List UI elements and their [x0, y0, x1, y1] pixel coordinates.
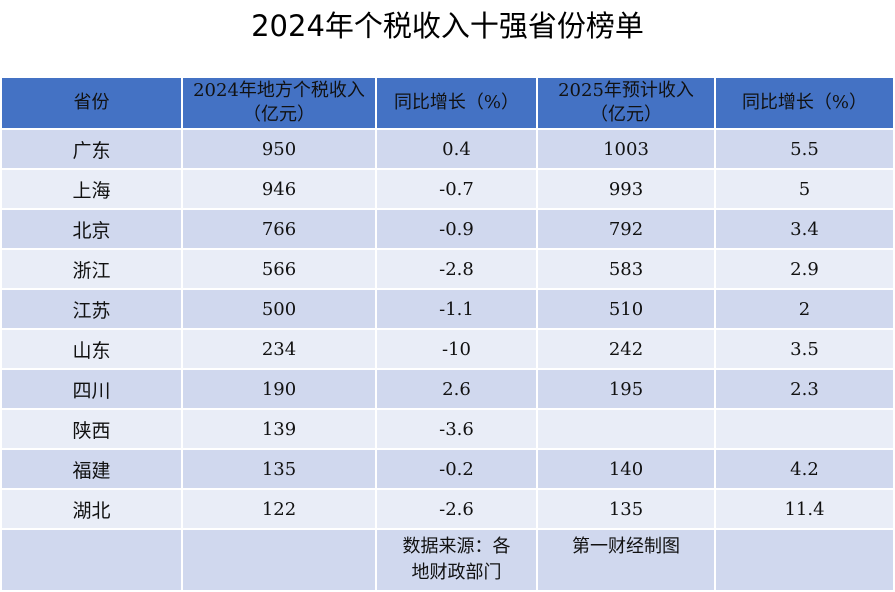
cell-growth-2024: -1.1: [375, 288, 538, 330]
cell-revenue-2024: 122: [181, 488, 377, 530]
cell-revenue-2024: 766: [181, 208, 377, 250]
table-row: 陕西 139 -3.6: [0, 408, 895, 450]
table-row: 湖北 122 -2.6 135 11.4: [0, 488, 895, 530]
header-forecast-2025-line2: （亿元）: [590, 104, 662, 125]
data-source-line1: 数据来源：各: [402, 536, 511, 557]
header-province: 省份: [0, 76, 183, 130]
cell-growth-2025: [714, 408, 895, 450]
table-row: 广东 950 0.4 1003 5.5: [0, 128, 895, 170]
header-revenue-2024-line1: 2024年地方个税收入: [193, 80, 365, 101]
cell-province: 湖北: [0, 488, 183, 530]
table-row: 上海 946 -0.7 993 5: [0, 168, 895, 210]
header-forecast-2025-line1: 2025年预计收入: [558, 80, 694, 101]
table-row: 山东 234 -10 242 3.5: [0, 328, 895, 370]
cell-growth-2024: -0.2: [375, 448, 538, 490]
cell-province: 广东: [0, 128, 183, 170]
cell-province: 浙江: [0, 248, 183, 290]
tax-ranking-table: 省份 2024年地方个税收入 （亿元） 同比增长（%） 2025年预计收入 （亿…: [0, 76, 895, 592]
cell-growth-2024: -2.8: [375, 248, 538, 290]
table-row: 福建 135 -0.2 140 4.2: [0, 448, 895, 490]
header-growth-2025: 同比增长（%）: [714, 76, 895, 130]
cell-revenue-2024: 950: [181, 128, 377, 170]
cell-forecast-2025: 583: [536, 248, 716, 290]
cell-forecast-2025: 993: [536, 168, 716, 210]
table-row: 北京 766 -0.9 792 3.4: [0, 208, 895, 250]
table-row: 四川 190 2.6 195 2.3: [0, 368, 895, 410]
cell-revenue-2024: 135: [181, 448, 377, 490]
cell-province: 山东: [0, 328, 183, 370]
cell-province: 江苏: [0, 288, 183, 330]
cell-forecast-2025: 510: [536, 288, 716, 330]
cell-growth-2025: 11.4: [714, 488, 895, 530]
header-growth-2024: 同比增长（%）: [375, 76, 538, 130]
header-forecast-2025: 2025年预计收入 （亿元）: [536, 76, 716, 130]
cell-growth-2024: -3.6: [375, 408, 538, 450]
header-revenue-2024-line2: （亿元）: [243, 104, 315, 125]
cell-growth-2024: -10: [375, 328, 538, 370]
table-footer-row: 数据来源：各 地财政部门 第一财经制图: [0, 528, 895, 592]
cell-growth-2024: -2.6: [375, 488, 538, 530]
cell-forecast-2025: 792: [536, 208, 716, 250]
cell-growth-2025: 5.5: [714, 128, 895, 170]
cell-growth-2025: 3.4: [714, 208, 895, 250]
cell-forecast-2025: 135: [536, 488, 716, 530]
table-row: 浙江 566 -2.8 583 2.9: [0, 248, 895, 290]
cell-revenue-2024: 566: [181, 248, 377, 290]
cell-forecast-2025: 195: [536, 368, 716, 410]
cell-revenue-2024: 500: [181, 288, 377, 330]
cell-growth-2025: 2: [714, 288, 895, 330]
table-header-row: 省份 2024年地方个税收入 （亿元） 同比增长（%） 2025年预计收入 （亿…: [0, 76, 895, 130]
data-source-note: 数据来源：各 地财政部门: [375, 528, 538, 592]
footer-empty-cell: [181, 528, 377, 592]
chart-credit: 第一财经制图: [536, 528, 716, 592]
cell-forecast-2025: 242: [536, 328, 716, 370]
cell-growth-2025: 3.5: [714, 328, 895, 370]
cell-province: 北京: [0, 208, 183, 250]
cell-revenue-2024: 946: [181, 168, 377, 210]
table-row: 江苏 500 -1.1 510 2: [0, 288, 895, 330]
cell-growth-2025: 5: [714, 168, 895, 210]
cell-revenue-2024: 139: [181, 408, 377, 450]
cell-growth-2024: 0.4: [375, 128, 538, 170]
footer-empty-cell: [0, 528, 183, 592]
cell-province: 陕西: [0, 408, 183, 450]
cell-forecast-2025: 140: [536, 448, 716, 490]
data-source-line2: 地财政部门: [411, 562, 502, 583]
cell-province: 四川: [0, 368, 183, 410]
cell-forecast-2025: [536, 408, 716, 450]
cell-growth-2025: 2.9: [714, 248, 895, 290]
cell-growth-2025: 2.3: [714, 368, 895, 410]
cell-growth-2024: -0.9: [375, 208, 538, 250]
cell-growth-2024: -0.7: [375, 168, 538, 210]
footer-empty-cell: [714, 528, 895, 592]
cell-forecast-2025: 1003: [536, 128, 716, 170]
cell-revenue-2024: 234: [181, 328, 377, 370]
cell-growth-2025: 4.2: [714, 448, 895, 490]
cell-growth-2024: 2.6: [375, 368, 538, 410]
header-revenue-2024: 2024年地方个税收入 （亿元）: [181, 76, 377, 130]
cell-province: 福建: [0, 448, 183, 490]
cell-revenue-2024: 190: [181, 368, 377, 410]
cell-province: 上海: [0, 168, 183, 210]
page-title: 2024年个税收入十强省份榜单: [251, 9, 644, 43]
